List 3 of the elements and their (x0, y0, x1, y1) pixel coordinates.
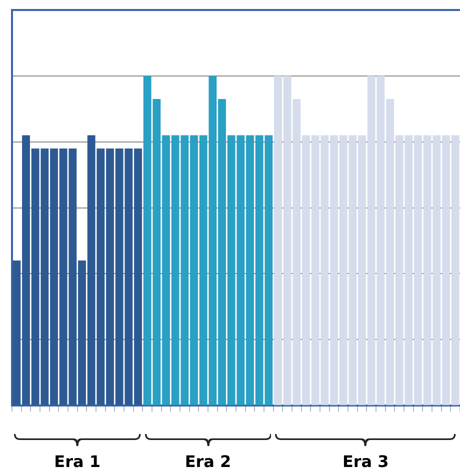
text: Era 1 (53, 452, 102, 471)
text: Era 2 (184, 452, 232, 471)
text: Era 3 (341, 452, 390, 471)
